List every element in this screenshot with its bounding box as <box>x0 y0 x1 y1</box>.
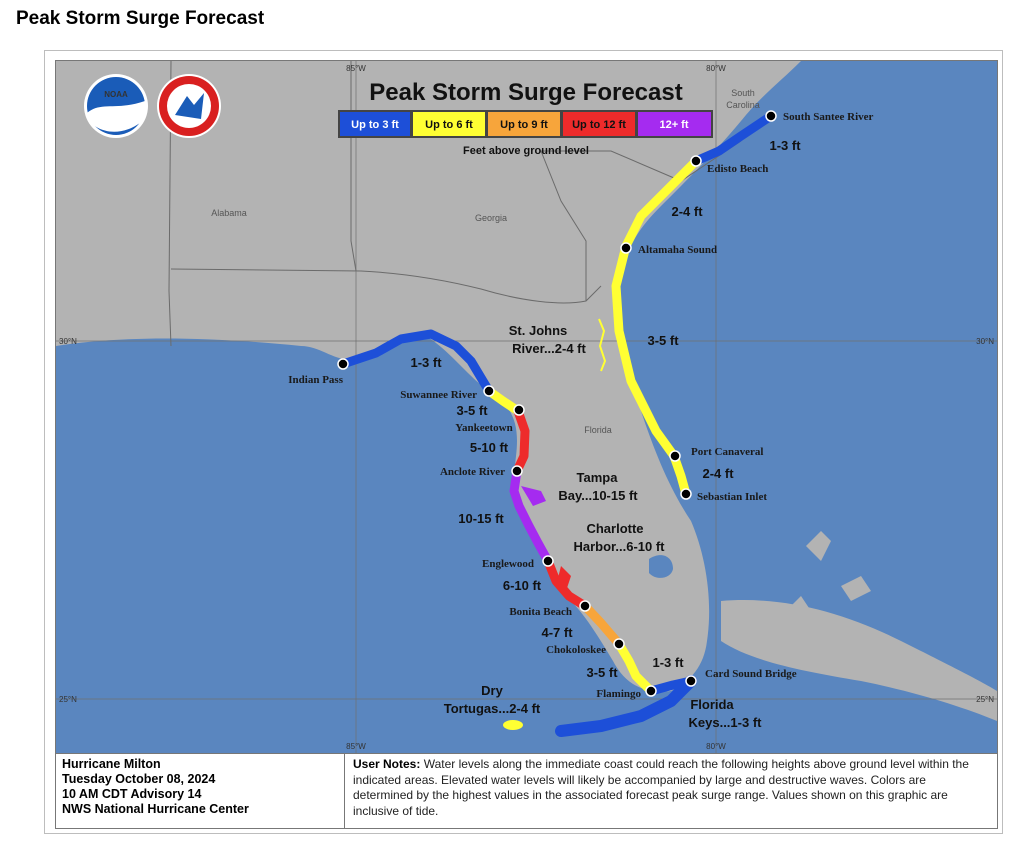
svg-text:85°W: 85°W <box>346 64 366 73</box>
user-notes: User Notes: Water levels along the immed… <box>345 754 997 828</box>
svg-text:Suwannee River: Suwannee River <box>400 389 477 401</box>
svg-text:Up to 3 ft: Up to 3 ft <box>351 119 399 131</box>
storm-name: Hurricane Milton <box>62 757 161 771</box>
cuba <box>721 600 997 721</box>
svg-text:3-5 ft: 3-5 ft <box>456 403 488 418</box>
location-labels: South Santee River Edisto Beach Altamaha… <box>288 111 873 700</box>
svg-text:Bonita Beach: Bonita Beach <box>509 606 572 618</box>
svg-text:NOAA: NOAA <box>104 90 128 99</box>
notes-text: Water levels along the immediate coast c… <box>353 757 969 818</box>
state-labels: Alabama Georgia South Carolina Florida <box>211 88 760 435</box>
notes-title: User Notes: <box>353 757 421 771</box>
segment-keys <box>555 675 697 737</box>
charlotte-harbor-surge <box>556 566 571 591</box>
page-heading: Peak Storm Surge Forecast <box>16 8 265 29</box>
svg-text:1-3 ft: 1-3 ft <box>652 655 684 670</box>
svg-text:6-10 ft: 6-10 ft <box>503 578 542 593</box>
svg-text:Card Sound Bridge: Card Sound Bridge <box>705 668 797 680</box>
tampa-bay-surge <box>521 486 546 506</box>
storm-info: Hurricane Milton Tuesday October 08, 202… <box>56 754 345 828</box>
svg-text:85°W: 85°W <box>346 742 366 751</box>
segment-choko <box>614 639 656 696</box>
svg-text:Anclote River: Anclote River <box>440 466 505 478</box>
svg-text:Harbor...6-10 ft: Harbor...6-10 ft <box>573 539 665 554</box>
map-title: Peak Storm Surge Forecast <box>369 79 682 106</box>
svg-text:Edisto Beach: Edisto Beach <box>707 163 768 175</box>
svg-text:Dry: Dry <box>481 683 503 698</box>
svg-text:River...2-4 ft: River...2-4 ft <box>512 341 586 356</box>
svg-text:South: South <box>731 88 755 98</box>
svg-text:2-4 ft: 2-4 ft <box>702 466 734 481</box>
svg-text:30°N: 30°N <box>59 337 77 346</box>
svg-text:Flamingo: Flamingo <box>596 688 641 700</box>
noaa-logo: NOAA <box>84 74 148 138</box>
legend: Up to 3 ft Up to 6 ft Up to 9 ft Up to 1… <box>340 112 711 157</box>
dry-tortugas-surge <box>503 720 523 730</box>
svg-text:30°N: 30°N <box>976 337 994 346</box>
lat-lon-grid <box>56 61 997 754</box>
svg-text:Carolina: Carolina <box>726 100 760 110</box>
svg-text:South Santee River: South Santee River <box>783 111 874 123</box>
svg-text:Georgia: Georgia <box>475 213 507 223</box>
svg-text:25°N: 25°N <box>59 695 77 704</box>
lake-okeechobee <box>649 555 673 578</box>
svg-text:80°W: 80°W <box>706 64 726 73</box>
segment-bonita <box>580 601 624 649</box>
svg-text:Indian Pass: Indian Pass <box>288 374 343 386</box>
svg-text:Chokoloskee: Chokoloskee <box>546 644 606 656</box>
svg-text:Port Canaveral: Port Canaveral <box>691 446 763 458</box>
svg-text:Tortugas...2-4 ft: Tortugas...2-4 ft <box>444 701 541 716</box>
location-markers <box>337 110 777 697</box>
segment-big-bend <box>338 329 494 396</box>
advisory-date: Tuesday October 08, 2024 <box>62 772 216 786</box>
svg-text:1-3 ft: 1-3 ft <box>769 138 801 153</box>
svg-text:Altamaha Sound: Altamaha Sound <box>638 244 717 256</box>
segment-ga-fl <box>611 156 701 499</box>
svg-text:4-7 ft: 4-7 ft <box>541 625 573 640</box>
st-johns-river <box>598 318 607 372</box>
segment-yankeetown <box>512 406 530 476</box>
svg-text:Tampa: Tampa <box>577 470 619 485</box>
svg-text:Florida: Florida <box>690 697 734 712</box>
svg-text:Up to 9 ft: Up to 9 ft <box>500 119 548 131</box>
svg-text:3-5 ft: 3-5 ft <box>647 333 679 348</box>
info-panel: Hurricane Milton Tuesday October 08, 202… <box>55 753 998 829</box>
range-labels: 1-3 ft 2-4 ft 3-5 ft St. Johns River...2… <box>410 138 801 730</box>
svg-text:Yankeetown: Yankeetown <box>455 422 512 434</box>
svg-text:5-10 ft: 5-10 ft <box>470 440 509 455</box>
us-land <box>56 61 801 692</box>
segment-sc <box>691 111 776 166</box>
coordinate-labels: 85°W 80°W 85°W 80°W 30°N 30°N 25°N 25°N <box>59 64 994 751</box>
svg-text:St. Johns: St. Johns <box>509 323 568 338</box>
bahamas <box>791 531 871 616</box>
svg-text:Feet above ground level: Feet above ground level <box>463 145 589 157</box>
surge-map: NOAA Peak Storm Surge Forecast Up to 3 f… <box>55 60 998 755</box>
svg-text:80°W: 80°W <box>706 742 726 751</box>
nws-logo <box>157 74 221 138</box>
svg-text:25°N: 25°N <box>976 695 994 704</box>
svg-text:Florida: Florida <box>584 425 612 435</box>
svg-text:Up to 6 ft: Up to 6 ft <box>425 119 473 131</box>
svg-text:Englewood: Englewood <box>482 558 534 570</box>
svg-text:1-3 ft: 1-3 ft <box>410 355 442 370</box>
svg-text:Sebastian Inlet: Sebastian Inlet <box>697 491 767 503</box>
issuing-office: NWS National Hurricane Center <box>62 802 249 816</box>
svg-text:Bay...10-15 ft: Bay...10-15 ft <box>558 488 638 503</box>
svg-text:12+ ft: 12+ ft <box>659 119 688 131</box>
segment-tampa <box>509 466 553 566</box>
svg-text:Keys...1-3 ft: Keys...1-3 ft <box>689 715 763 730</box>
svg-text:2-4 ft: 2-4 ft <box>671 204 703 219</box>
svg-text:Alabama: Alabama <box>211 208 247 218</box>
svg-text:Up to 12 ft: Up to 12 ft <box>572 119 626 131</box>
advisory-number: 10 AM CDT Advisory 14 <box>62 787 202 801</box>
svg-text:Charlotte: Charlotte <box>586 521 643 536</box>
state-borders <box>168 61 742 347</box>
svg-text:10-15 ft: 10-15 ft <box>458 511 504 526</box>
svg-text:3-5 ft: 3-5 ft <box>586 665 618 680</box>
